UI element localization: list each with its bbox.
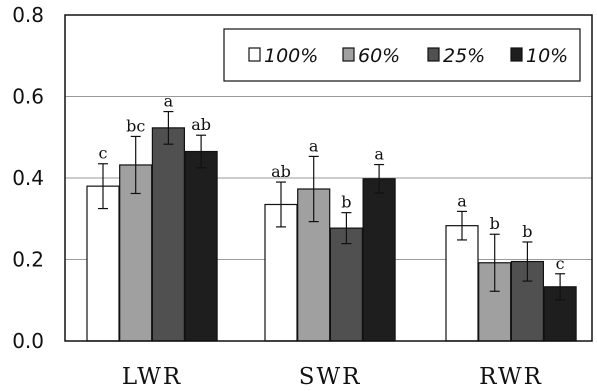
legend-swatch-60pct xyxy=(342,47,355,62)
bar-100pct-LWR xyxy=(86,185,120,342)
significance-label: c xyxy=(99,144,108,163)
bar-25pct-LWR xyxy=(151,127,185,342)
legend-label-25pct: 25% xyxy=(443,45,485,67)
significance-label: b xyxy=(522,222,532,241)
bar-60pct-LWR xyxy=(119,164,153,342)
bar-100pct-RWR xyxy=(445,225,479,342)
significance-label: a xyxy=(309,136,319,155)
legend: 100% 60% 25% 10% xyxy=(223,28,581,82)
bar-25pct-SWR xyxy=(329,227,363,342)
category-label-LWR: LWR xyxy=(122,364,182,390)
y-tick-label: 0.2 xyxy=(12,248,44,272)
y-tick-label: 0.0 xyxy=(12,329,44,353)
plot-area-border xyxy=(64,14,593,342)
legend-label-10pct: 10% xyxy=(526,45,568,67)
significance-label: ab xyxy=(271,162,291,181)
bar-10pct-LWR xyxy=(184,150,218,342)
significance-label: bc xyxy=(126,116,145,135)
category-label-SWR: SWR xyxy=(299,364,362,390)
x-axis-categories: LWR SWR RWR xyxy=(122,364,543,390)
error-bars xyxy=(98,110,566,301)
legend-swatch-10pct xyxy=(510,47,523,62)
y-axis-ticks: 0.0 0.2 0.4 0.6 0.8 xyxy=(12,3,44,353)
legend-swatch-100pct xyxy=(248,47,261,62)
bar-10pct-SWR xyxy=(362,178,396,342)
legend-swatch-25pct xyxy=(427,47,440,62)
significance-label: c xyxy=(556,254,565,273)
y-tick-label: 0.4 xyxy=(12,166,44,190)
bars xyxy=(86,127,577,342)
plot-frame xyxy=(64,14,593,342)
significance-label: a xyxy=(164,92,174,111)
legend-label-60pct: 60% xyxy=(358,45,400,67)
significance-label: a xyxy=(374,145,384,164)
y-tick-label: 0.6 xyxy=(12,85,44,109)
significance-label: b xyxy=(490,214,500,233)
category-label-RWR: RWR xyxy=(479,364,543,390)
significance-label: ab xyxy=(191,115,211,134)
significance-label: a xyxy=(457,191,467,210)
significance-label: b xyxy=(341,193,351,212)
legend-label-100pct: 100% xyxy=(264,45,318,67)
y-tick-label: 0.8 xyxy=(12,3,44,27)
